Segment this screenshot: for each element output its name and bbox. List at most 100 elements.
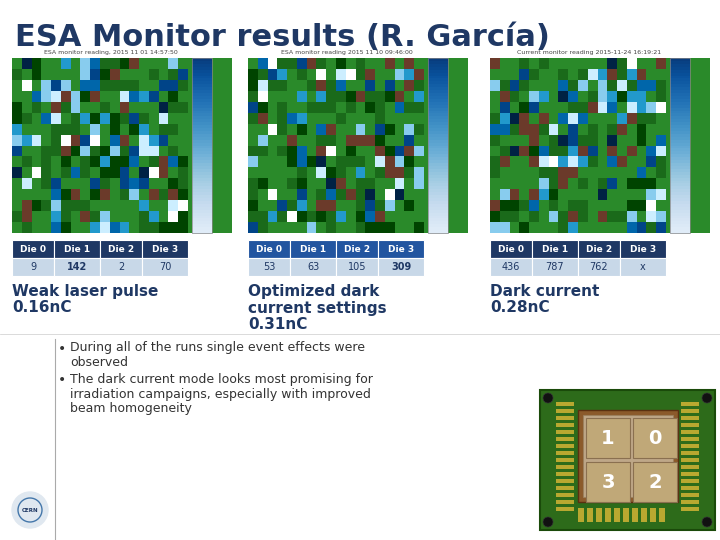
Bar xyxy=(670,143,690,146)
Bar xyxy=(346,167,356,178)
Bar xyxy=(71,222,81,233)
Bar xyxy=(109,58,120,69)
Bar xyxy=(670,180,690,184)
Bar xyxy=(346,124,356,134)
Bar xyxy=(428,174,448,178)
Bar xyxy=(130,134,139,145)
Bar xyxy=(90,167,100,178)
Bar xyxy=(670,224,690,228)
Bar xyxy=(490,124,500,134)
Bar xyxy=(428,76,448,79)
Bar xyxy=(277,157,287,167)
Bar xyxy=(100,134,109,145)
Bar xyxy=(539,145,549,157)
Bar xyxy=(627,102,636,113)
Bar xyxy=(681,451,699,455)
Bar xyxy=(647,189,656,200)
Bar xyxy=(549,222,559,233)
Text: 3: 3 xyxy=(601,472,615,491)
Bar xyxy=(647,211,656,222)
Bar xyxy=(336,200,346,211)
Bar xyxy=(61,178,71,189)
Bar xyxy=(139,102,149,113)
Bar xyxy=(100,258,142,276)
Bar xyxy=(192,143,212,146)
Bar xyxy=(428,230,448,233)
Bar xyxy=(356,58,365,69)
Bar xyxy=(158,58,168,69)
Bar xyxy=(608,58,617,69)
Bar xyxy=(168,189,179,200)
Bar xyxy=(258,58,268,69)
Bar xyxy=(670,157,690,160)
Bar xyxy=(556,486,574,490)
Bar xyxy=(549,91,559,102)
Bar xyxy=(395,222,405,233)
Bar xyxy=(656,80,666,91)
Bar xyxy=(428,111,448,114)
Bar xyxy=(549,58,559,69)
Bar xyxy=(568,145,578,157)
Bar xyxy=(81,200,90,211)
Bar xyxy=(307,157,317,167)
Bar xyxy=(428,215,448,219)
Bar xyxy=(109,189,120,200)
Bar xyxy=(139,157,149,167)
Bar xyxy=(168,102,179,113)
Bar xyxy=(120,80,130,91)
Bar xyxy=(596,508,602,522)
Bar xyxy=(559,69,568,80)
Bar xyxy=(32,91,41,102)
Bar xyxy=(559,200,568,211)
Bar xyxy=(317,113,326,124)
Bar xyxy=(12,102,22,113)
Bar xyxy=(617,124,627,134)
Bar xyxy=(490,157,500,167)
Bar xyxy=(414,211,424,222)
Bar xyxy=(588,167,598,178)
Bar xyxy=(51,167,61,178)
Bar xyxy=(297,145,307,157)
Bar xyxy=(22,178,32,189)
Bar xyxy=(529,113,539,124)
Bar xyxy=(120,102,130,113)
Bar xyxy=(356,102,365,113)
Bar xyxy=(22,211,32,222)
Bar xyxy=(670,84,690,87)
Bar xyxy=(578,124,588,134)
Bar xyxy=(41,189,51,200)
Bar xyxy=(549,200,559,211)
Bar xyxy=(598,145,608,157)
Bar xyxy=(549,157,559,167)
Bar xyxy=(681,486,699,490)
Bar xyxy=(192,113,212,117)
Bar xyxy=(317,189,326,200)
Bar xyxy=(670,122,690,126)
Bar xyxy=(287,69,297,80)
Bar xyxy=(578,134,588,145)
Bar xyxy=(647,124,656,134)
Bar xyxy=(192,78,212,82)
Bar xyxy=(120,145,130,157)
Bar xyxy=(500,167,510,178)
Bar xyxy=(336,134,346,145)
Bar xyxy=(556,402,574,406)
Bar xyxy=(556,500,574,504)
Bar xyxy=(139,189,149,200)
Bar xyxy=(307,58,317,69)
Bar xyxy=(539,167,549,178)
Bar xyxy=(519,222,529,233)
Bar xyxy=(139,211,149,222)
Bar xyxy=(647,58,656,69)
Bar xyxy=(598,91,608,102)
Bar xyxy=(32,222,41,233)
Bar xyxy=(627,91,636,102)
Bar xyxy=(670,113,690,117)
Bar xyxy=(670,186,690,190)
Bar xyxy=(627,58,636,69)
Bar xyxy=(670,163,690,166)
Bar xyxy=(559,124,568,134)
Bar xyxy=(636,134,647,145)
Bar xyxy=(656,167,666,178)
Bar xyxy=(510,124,519,134)
